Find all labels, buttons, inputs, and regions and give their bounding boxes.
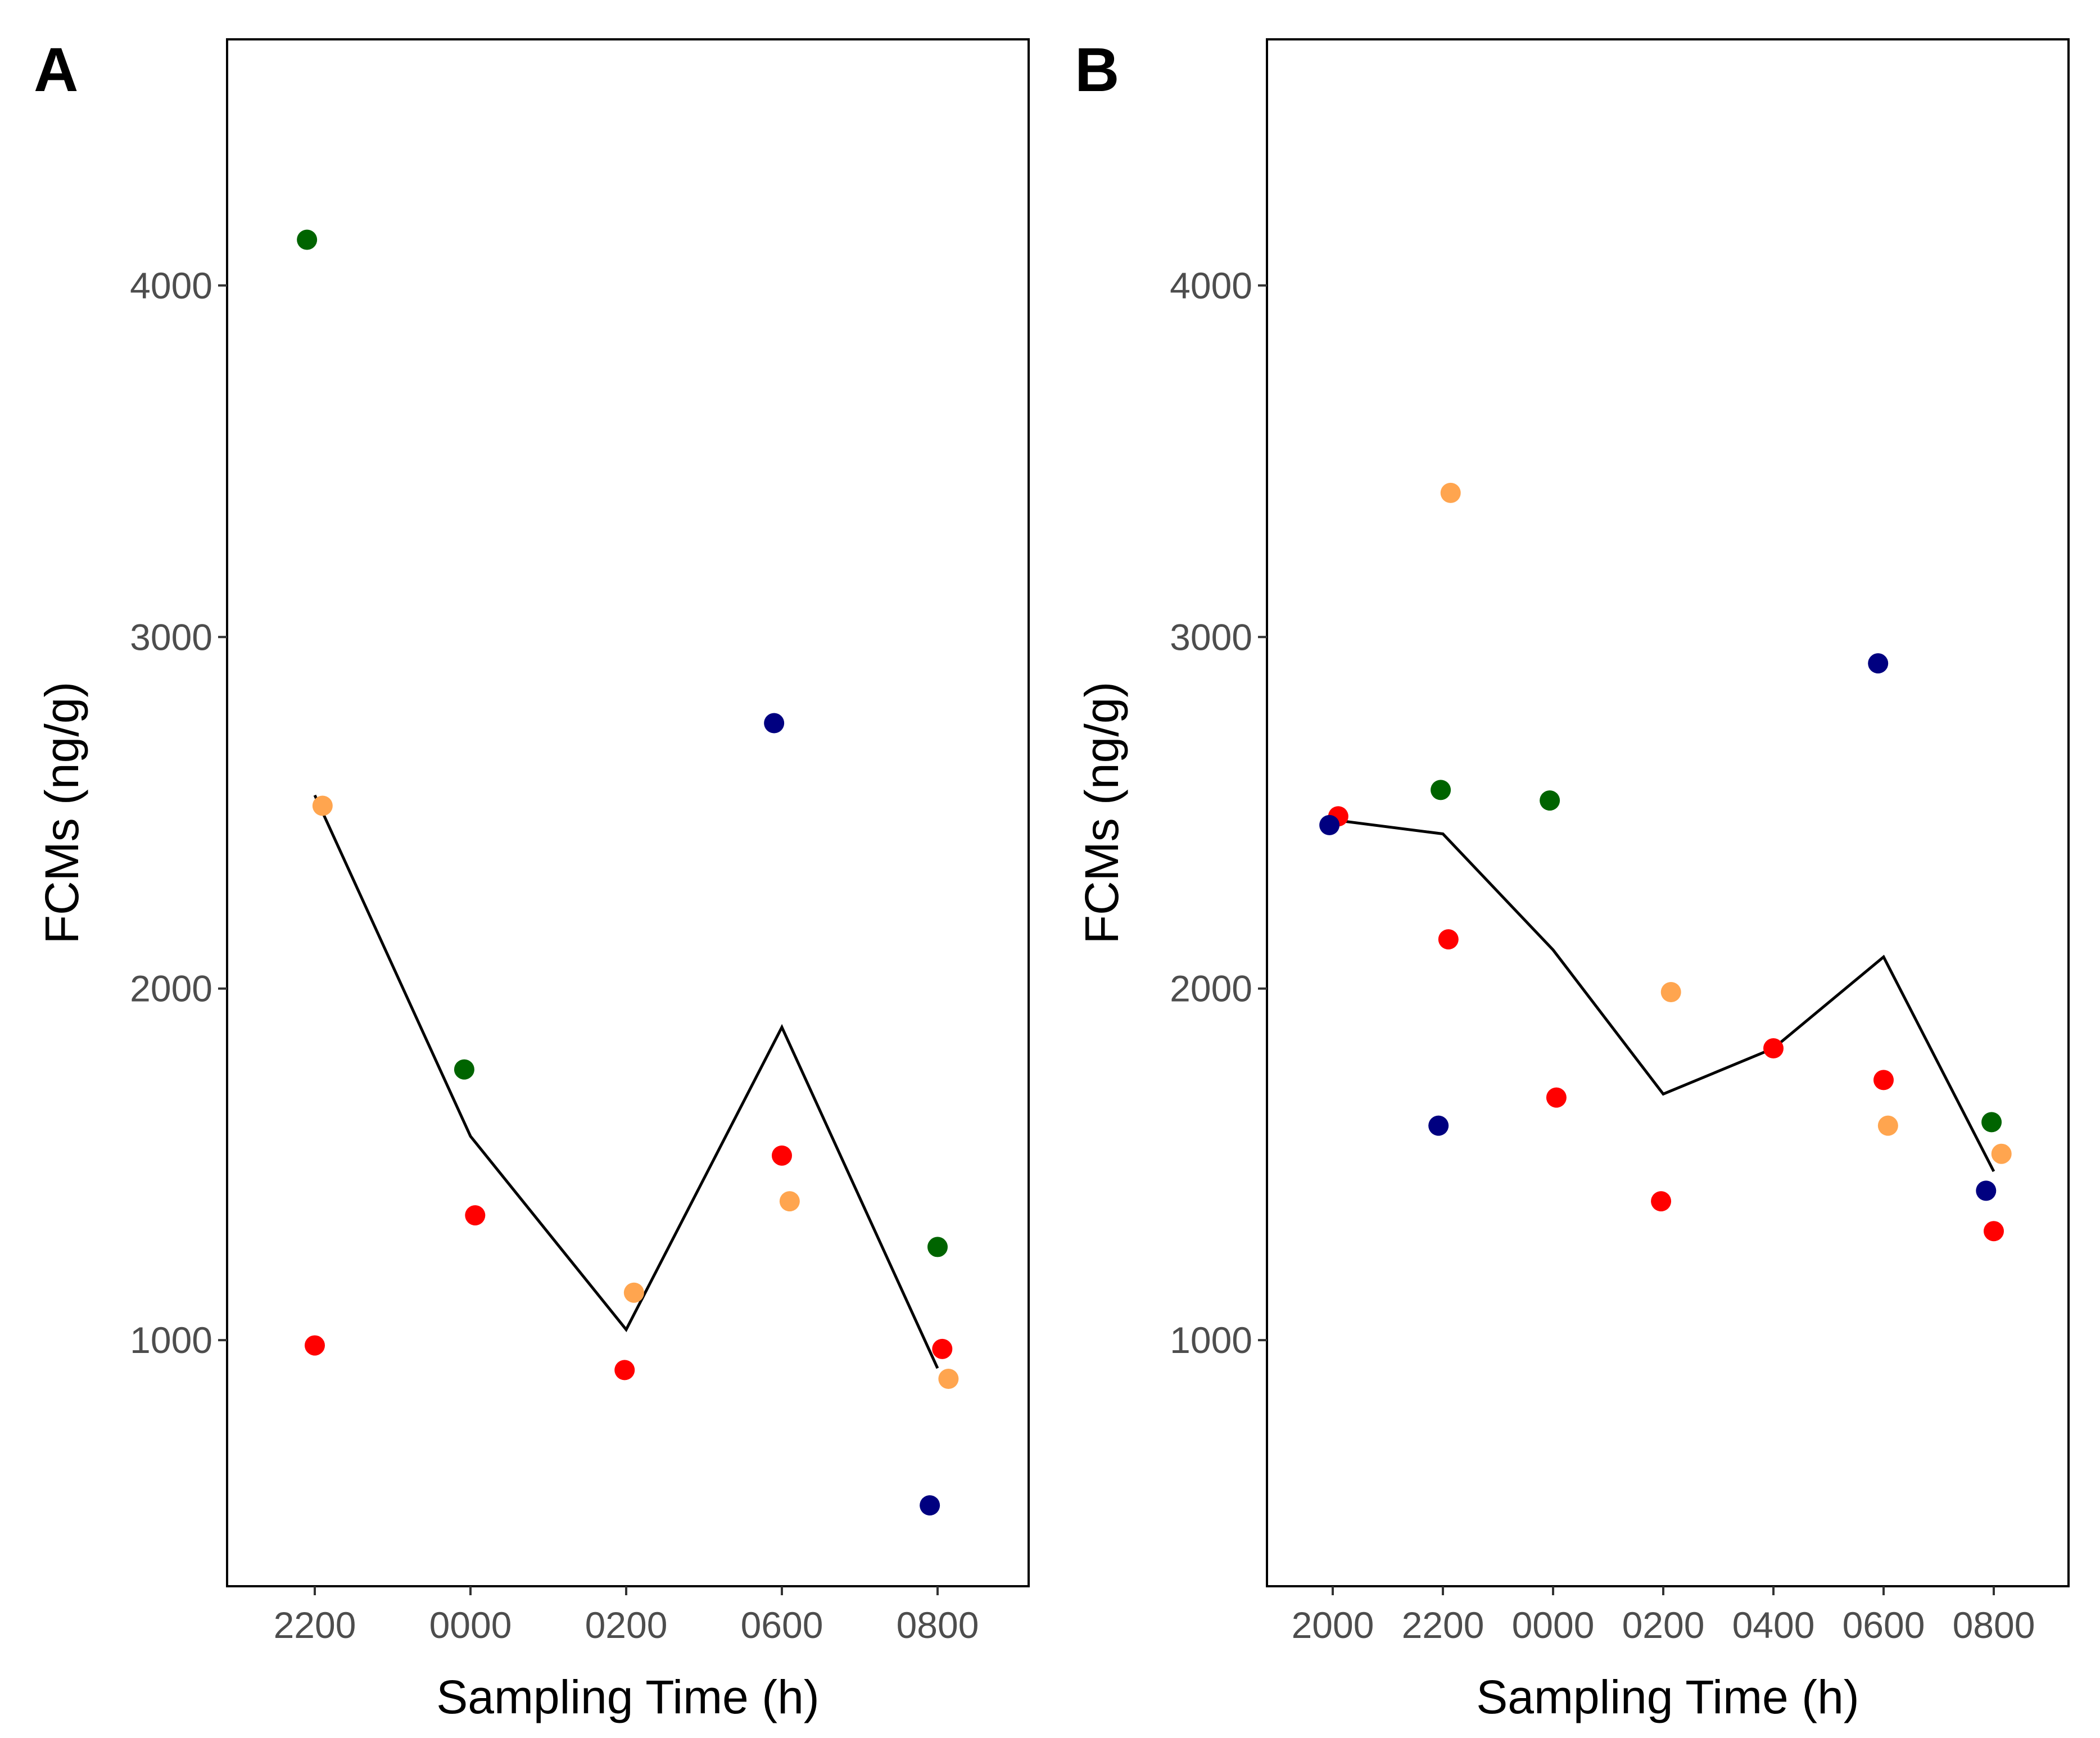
data-point-a-8 bbox=[772, 1145, 792, 1166]
mean-line-a bbox=[313, 794, 939, 1369]
mean-line-b bbox=[1332, 818, 1995, 1173]
data-point-b-1 bbox=[1319, 814, 1340, 835]
x-tick-label-b-0000: 0000 bbox=[1512, 1604, 1595, 1646]
data-point-b-11 bbox=[1868, 653, 1889, 674]
y-axis-title-b: FCMs (ng/g) bbox=[1075, 682, 1128, 944]
y-tick-label-a-4000: 4000 bbox=[130, 265, 212, 306]
x-axis-title-b: Sampling Time (h) bbox=[1476, 1671, 1859, 1723]
data-point-b-15 bbox=[1991, 1143, 2012, 1164]
y-tick-label-a-2000: 2000 bbox=[130, 968, 212, 1010]
data-point-a-3 bbox=[454, 1059, 474, 1080]
data-point-b-8 bbox=[1660, 981, 1681, 1002]
data-point-a-6 bbox=[614, 1360, 635, 1381]
data-point-a-9 bbox=[779, 1191, 800, 1212]
panel-label-a: A bbox=[34, 35, 78, 105]
data-point-b-12 bbox=[1873, 1070, 1894, 1090]
panel-a: A 1000 2000 3000 4000 2200 0000 0200 0600 0800 Sam… bbox=[34, 35, 1030, 1723]
data-point-b-4 bbox=[1438, 929, 1459, 950]
panel-b: B 1000 2000 3000 4000 2000 2200 0000 0200 0400 060… bbox=[1075, 35, 2070, 1723]
x-tick-label-b-0200: 0200 bbox=[1622, 1604, 1705, 1646]
data-point-a-12 bbox=[938, 1368, 959, 1389]
x-tick-label-a-0200: 0200 bbox=[585, 1604, 668, 1646]
x-tick-label-b-0800: 0800 bbox=[1953, 1604, 2035, 1646]
panel-label-b: B bbox=[1075, 35, 1119, 105]
x-axis-title-a: Sampling Time (h) bbox=[436, 1671, 820, 1723]
data-point-b-17 bbox=[1984, 1221, 2004, 1242]
data-point-b-9 bbox=[1651, 1191, 1672, 1212]
data-point-b-13 bbox=[1877, 1115, 1898, 1136]
data-point-b-6 bbox=[1540, 790, 1560, 811]
data-point-b-10 bbox=[1763, 1038, 1784, 1059]
data-point-a-5 bbox=[623, 1282, 644, 1303]
data-point-b-7 bbox=[1546, 1087, 1567, 1108]
x-tick-label-b-0400: 0400 bbox=[1732, 1604, 1815, 1646]
y-tick-label-b-2000: 2000 bbox=[1170, 968, 1252, 1010]
x-tick-label-b-0600: 0600 bbox=[1843, 1604, 1925, 1646]
x-tick-label-b-2200: 2200 bbox=[1402, 1604, 1485, 1646]
y-tick-label-b-1000: 1000 bbox=[1170, 1319, 1252, 1361]
data-point-b-2 bbox=[1440, 482, 1461, 503]
plot-frame-a bbox=[226, 38, 1030, 1587]
data-point-a-4 bbox=[465, 1205, 486, 1226]
y-tick-label-b-3000: 3000 bbox=[1170, 616, 1252, 658]
data-point-a-1 bbox=[312, 795, 333, 816]
x-tick-label-a-2200: 2200 bbox=[274, 1604, 356, 1646]
y-tick-label-a-3000: 3000 bbox=[130, 616, 212, 658]
data-point-b-5 bbox=[1428, 1115, 1449, 1136]
data-point-a-13 bbox=[920, 1495, 940, 1516]
data-point-b-3 bbox=[1431, 780, 1451, 800]
data-point-a-0 bbox=[297, 229, 318, 250]
data-point-b-14 bbox=[1981, 1112, 2002, 1133]
data-point-a-7 bbox=[764, 713, 785, 734]
data-point-a-10 bbox=[927, 1237, 948, 1257]
x-tick-label-a-0600: 0600 bbox=[741, 1604, 823, 1646]
x-tick-label-a-0800: 0800 bbox=[897, 1604, 979, 1646]
data-point-a-2 bbox=[305, 1335, 325, 1356]
y-axis-title-a: FCMs (ng/g) bbox=[35, 682, 88, 944]
plot-frame-b bbox=[1266, 38, 2070, 1587]
x-tick-label-a-0000: 0000 bbox=[429, 1604, 512, 1646]
x-tick-label-b-2000: 2000 bbox=[1292, 1604, 1374, 1646]
y-tick-label-a-1000: 1000 bbox=[130, 1319, 212, 1361]
data-point-a-11 bbox=[932, 1338, 953, 1359]
y-tick-label-b-4000: 4000 bbox=[1170, 265, 1252, 306]
data-point-b-16 bbox=[1976, 1180, 1997, 1201]
